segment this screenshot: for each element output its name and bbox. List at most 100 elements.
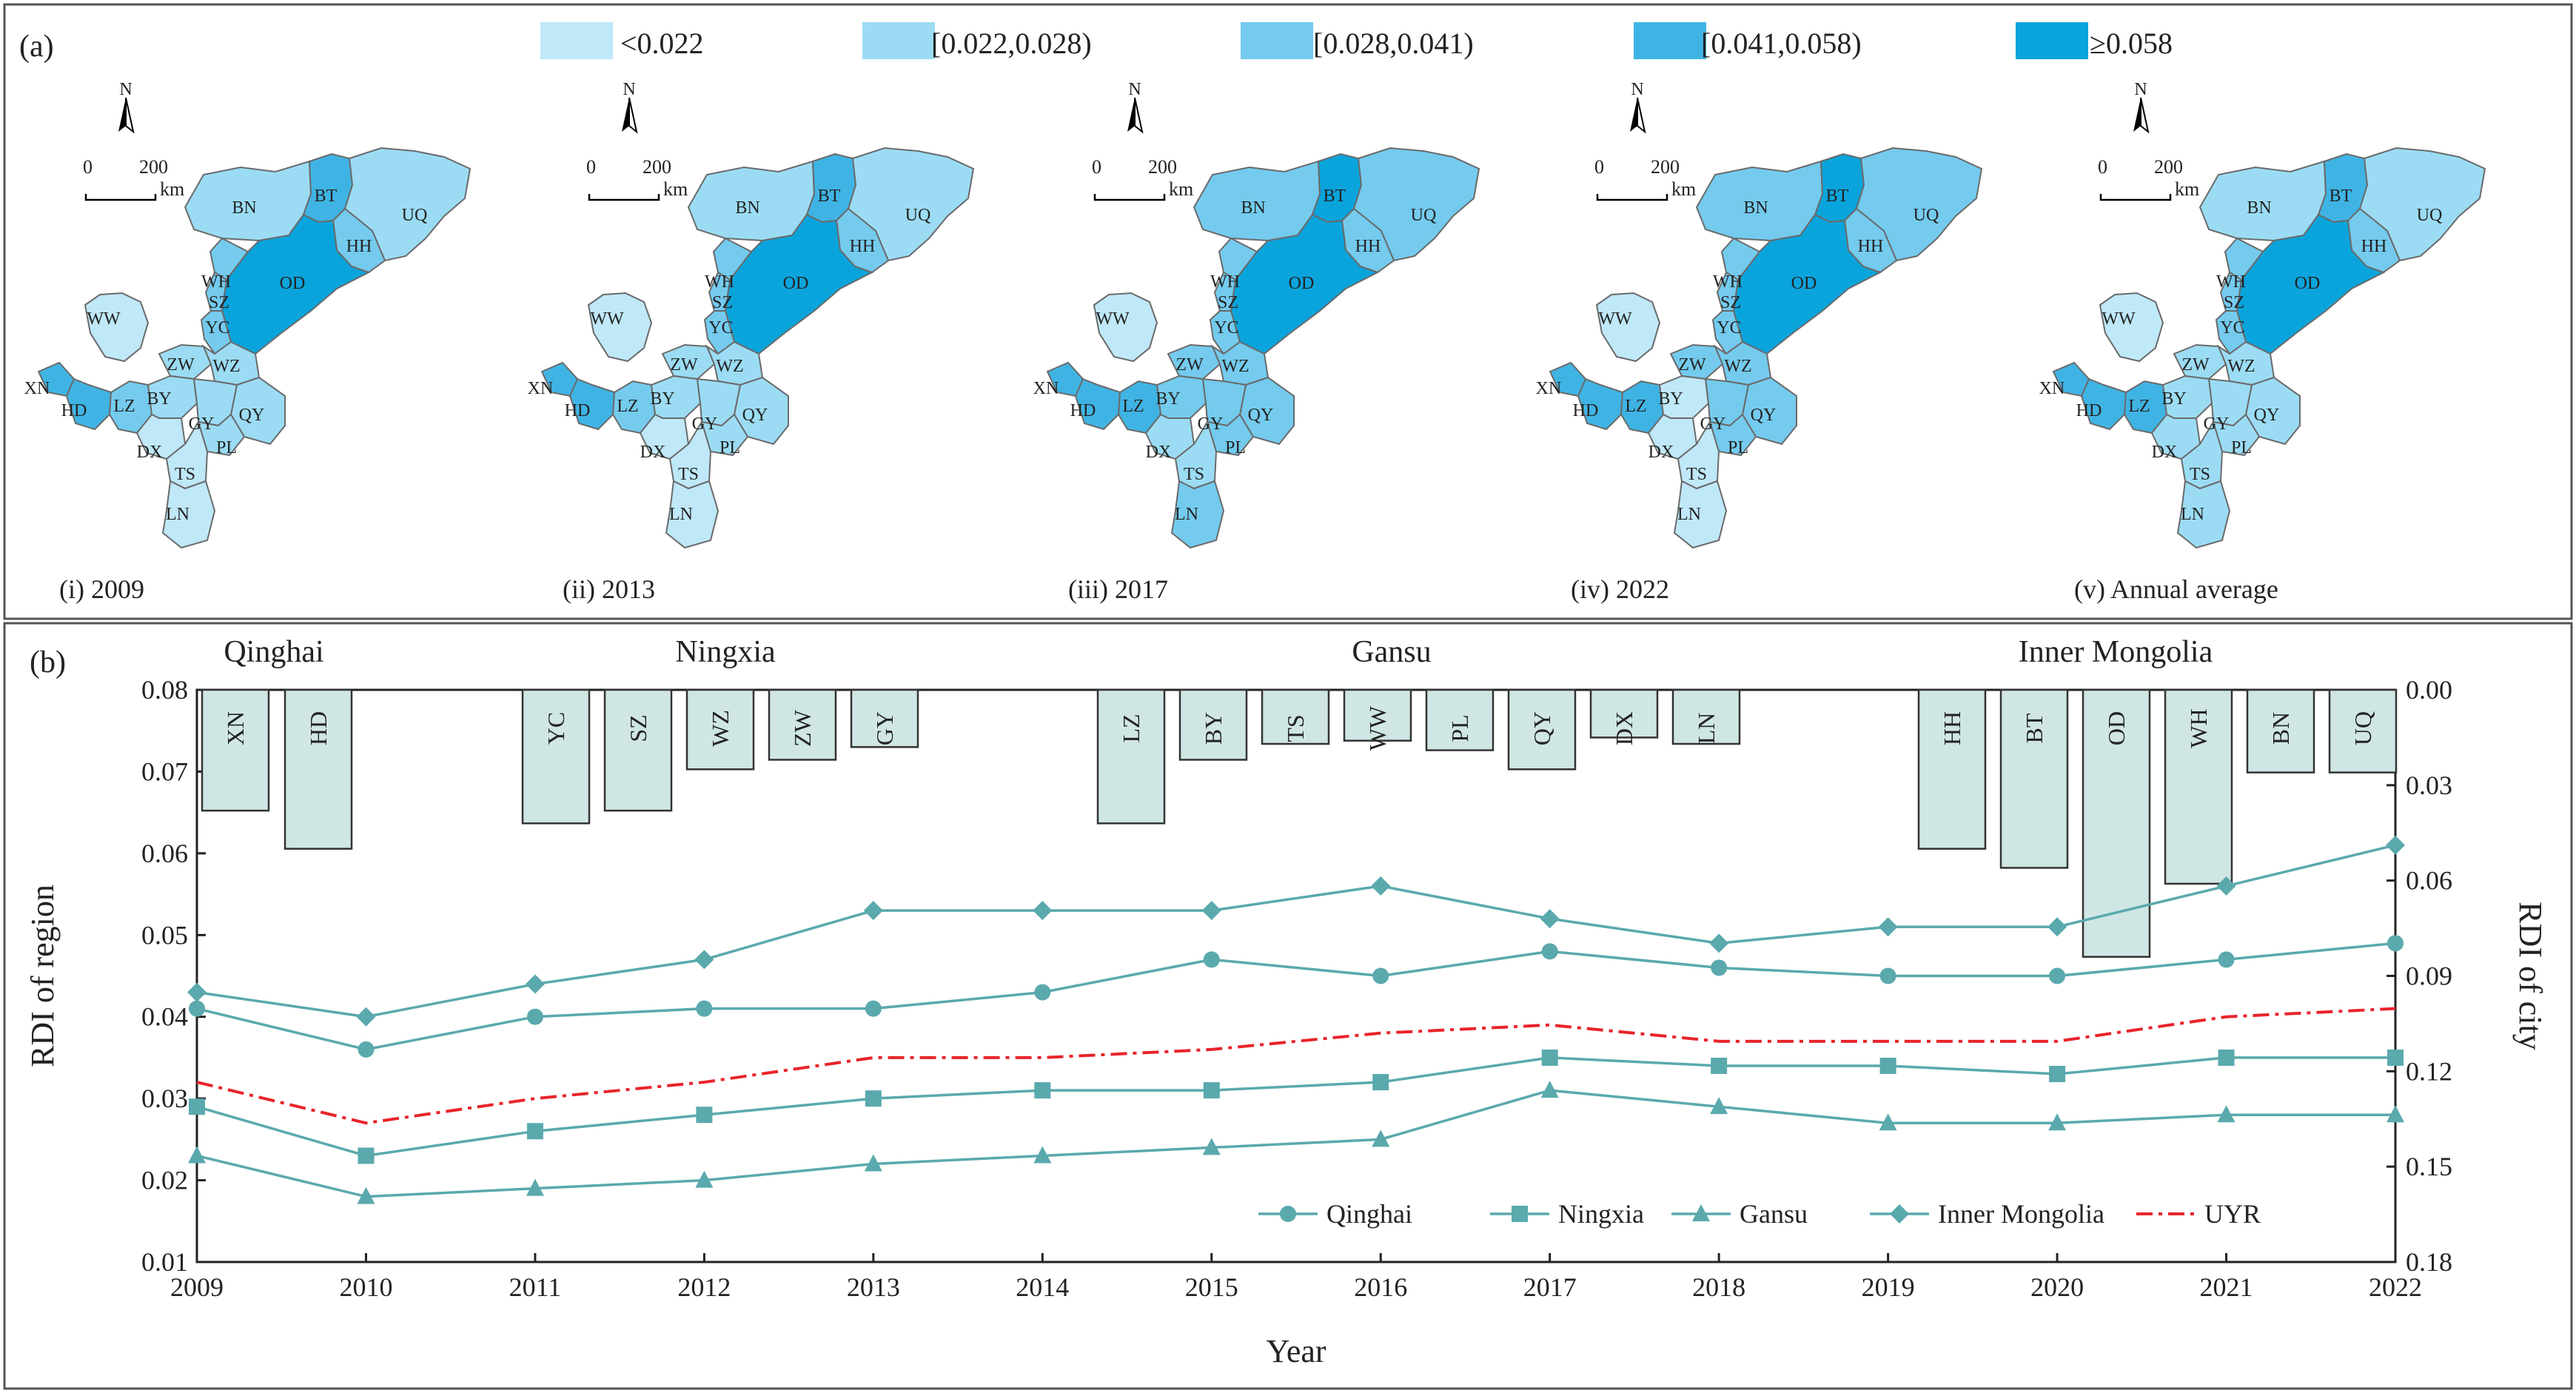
north-label: N (2134, 80, 2147, 99)
data-point (187, 982, 207, 1002)
region-label-gy: GY (2204, 414, 2230, 434)
data-point (1203, 951, 1220, 968)
region-ln (2176, 480, 2231, 549)
city-bar-label-hh: HH (1939, 711, 1965, 745)
region-label-qy: QY (1248, 406, 1274, 425)
city-bar-qy (1507, 688, 1577, 771)
region-ww (1595, 292, 1661, 363)
data-point (1541, 943, 1558, 960)
data-point (526, 1008, 543, 1025)
data-point (696, 1107, 713, 1124)
region-label-pl: PL (2231, 438, 2252, 457)
y2-tick-label: 0.06 (2406, 866, 2452, 896)
city-bar-label-ln: LN (1693, 713, 1720, 745)
x-tick-label: 2018 (1692, 1272, 1745, 1302)
scale-max: 200 (139, 156, 168, 178)
scale-bar-line (1093, 194, 1166, 201)
map-caption: (ii) 2013 (563, 574, 655, 604)
city-bar-label-od: OD (2103, 711, 2130, 745)
series-ningxia (189, 1049, 2404, 1164)
data-point (1541, 1049, 1558, 1066)
region-label-bn: BN (735, 198, 759, 218)
region-group-label: Inner Mongolia (2019, 635, 2213, 669)
city-bar-lz (1096, 688, 1166, 825)
region-label-qy: QY (239, 406, 265, 425)
region-label-yc: YC (1214, 318, 1238, 338)
y-tick-label: 0.06 (141, 839, 188, 868)
data-point (1372, 1074, 1389, 1091)
data-point (1201, 901, 1221, 921)
city-bar-label-bt: BT (2021, 713, 2047, 743)
region-label-od: OD (1791, 274, 1817, 293)
legend-label-1: [0.022,0.028) (931, 27, 1092, 60)
region-ww (1093, 292, 1158, 363)
region-label-ln: LN (166, 505, 189, 524)
series-line (196, 1056, 2395, 1158)
region-label-od: OD (280, 274, 306, 293)
data-point (1711, 1057, 1728, 1074)
x-tick-label: 2020 (2030, 1272, 2084, 1302)
north-arrow-right (125, 97, 135, 134)
region-label-bt: BT (1324, 187, 1346, 206)
scale-unit: km (160, 178, 184, 200)
north-arrow-left (118, 98, 126, 132)
region-label-xn: XN (24, 379, 50, 398)
region-label-gy: GY (1198, 414, 1224, 434)
x-tick-label: 2012 (677, 1272, 731, 1302)
legend-label-0: <0.022 (620, 27, 704, 60)
north-label: N (119, 80, 132, 99)
y-axis-label: RDI of region (24, 885, 61, 1067)
region-label-hd: HD (2076, 401, 2102, 420)
y2-tick-label: 0.09 (2406, 961, 2452, 991)
region-label-od: OD (2295, 274, 2321, 293)
region-label-sz: SZ (2224, 293, 2244, 312)
region-label-ts: TS (678, 465, 699, 484)
city-bar-uq (2328, 688, 2398, 773)
region-label-zw: ZW (167, 355, 195, 375)
region-label-bn: BN (1743, 198, 1768, 218)
scale-unit: km (2175, 178, 2199, 200)
region-label-wz: WZ (2227, 357, 2255, 376)
x-tick-label: 2022 (2369, 1272, 2422, 1302)
north-arrow-icon: N (1630, 80, 1646, 134)
panel-b-frame (3, 622, 2573, 1390)
city-bar-dx (1589, 688, 1659, 739)
region-ln (1170, 480, 1225, 549)
data-point (2218, 1049, 2235, 1066)
panel-a-label: (a) (19, 30, 54, 64)
data-point (356, 1007, 376, 1027)
legend-label-2: [0.028,0.041) (1313, 27, 1474, 60)
region-label-by: BY (1155, 389, 1180, 409)
region-label-bn: BN (2247, 198, 2271, 218)
region-label-yc: YC (708, 318, 733, 338)
region-label-uq: UQ (1913, 206, 1939, 225)
x-axis-label: Year (1266, 1333, 1326, 1369)
north-label: N (623, 80, 635, 99)
north-arrow-icon: N (118, 80, 135, 134)
region-label-qy: QY (1751, 406, 1777, 425)
data-point (696, 1000, 713, 1017)
data-point (1203, 1082, 1220, 1099)
scale-bar-line (84, 194, 157, 201)
data-point (694, 950, 714, 970)
region-ww (2099, 292, 2164, 363)
region-label-xn: XN (528, 379, 554, 398)
data-point (2218, 951, 2235, 968)
legend-label: Ningxia (1558, 1199, 1644, 1229)
region-label-sz: SZ (209, 293, 229, 312)
region-dx (639, 413, 690, 460)
city-bar-wh (2164, 688, 2233, 885)
x-tick-label: 2016 (1354, 1272, 1407, 1302)
region-group-label: Qinghai (224, 635, 323, 669)
region-label-ts: TS (175, 465, 195, 484)
city-bar-ts (1261, 688, 1330, 745)
x-tick-label: 2011 (509, 1272, 562, 1302)
region-label-hd: HD (1573, 401, 1599, 420)
city-bar-pl (1425, 688, 1495, 751)
